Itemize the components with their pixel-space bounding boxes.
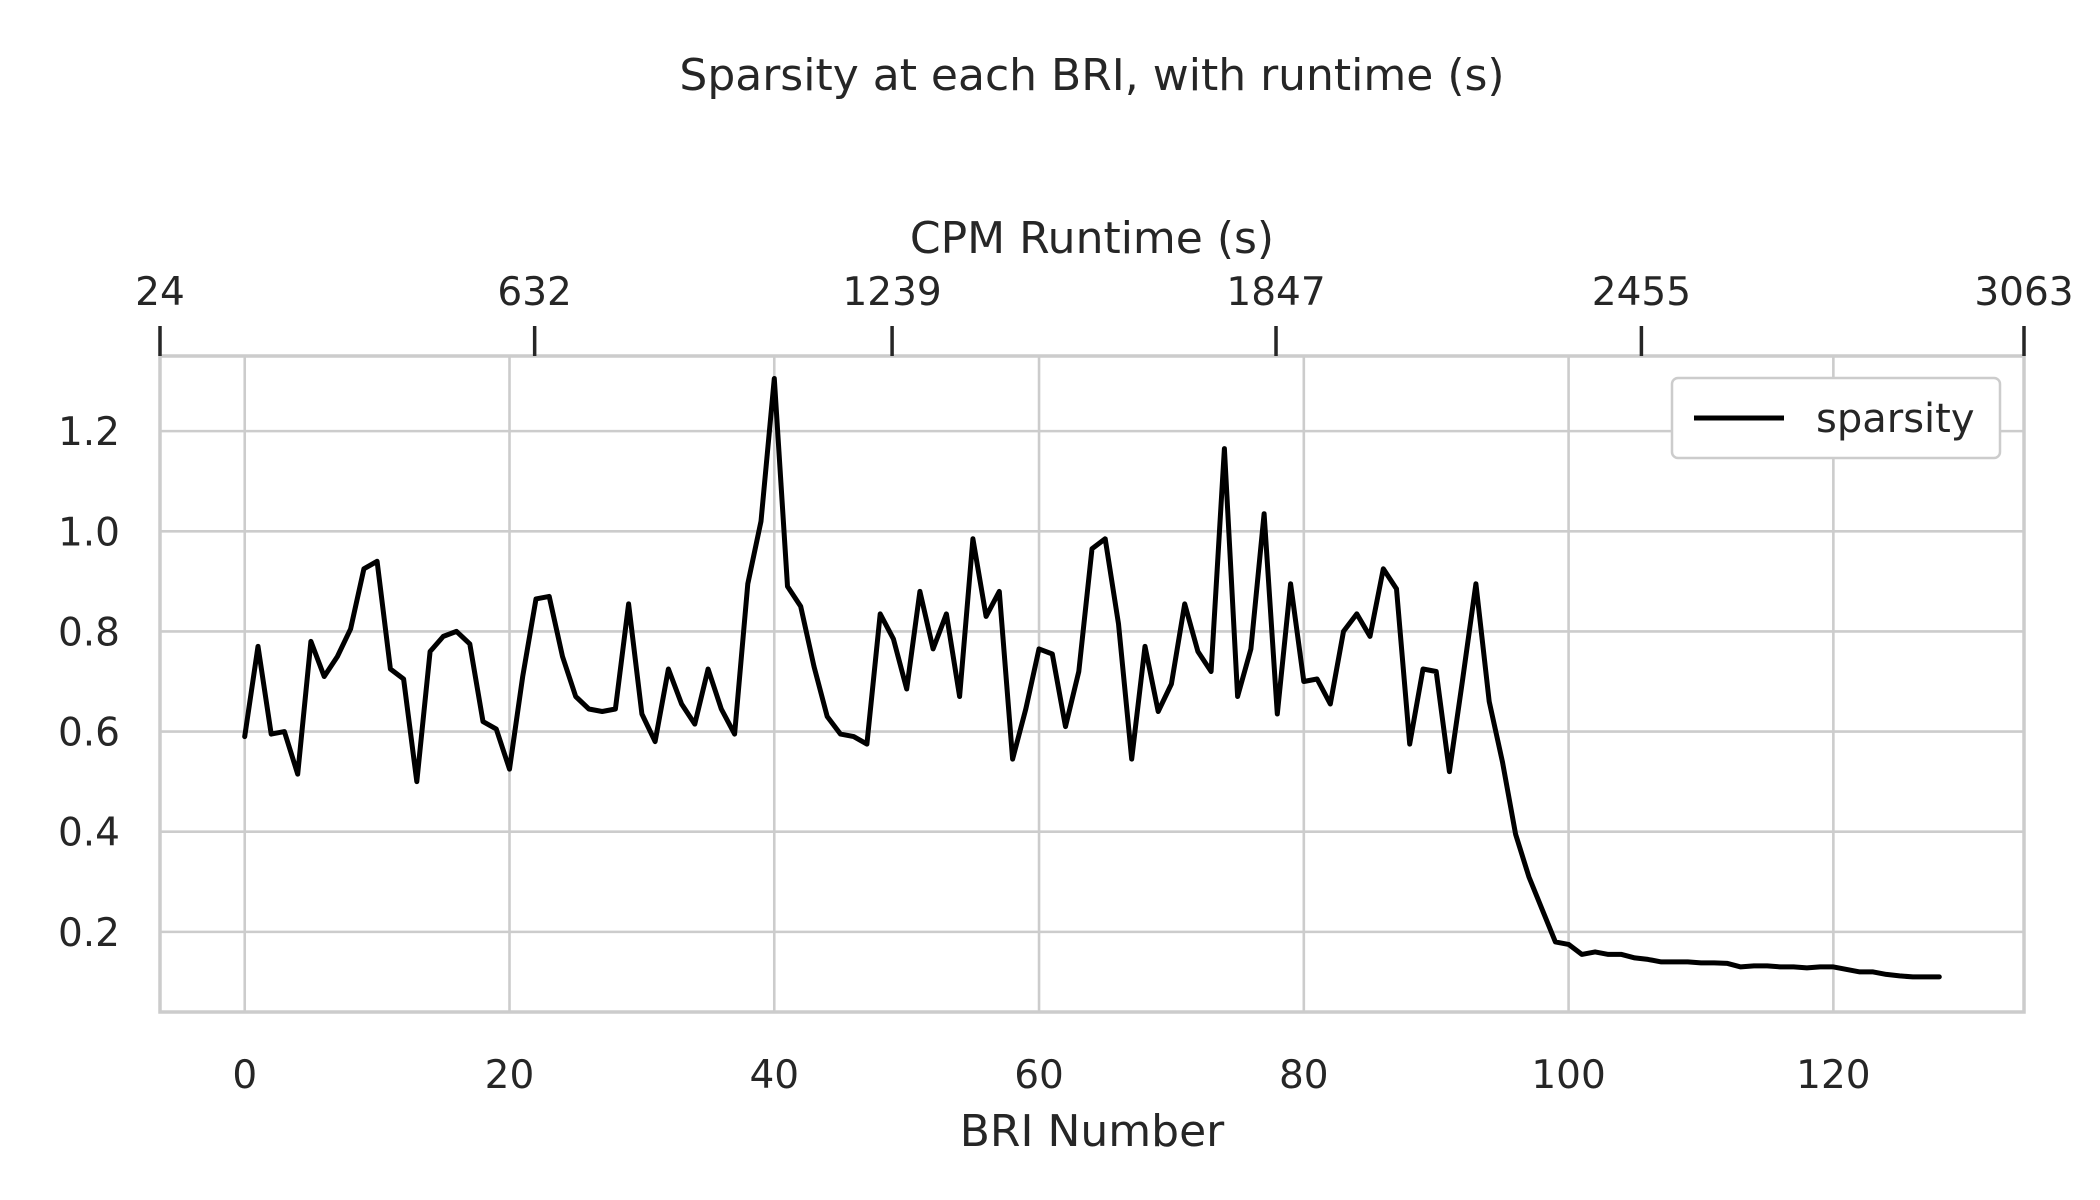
- legend-label: sparsity: [1816, 396, 1975, 442]
- tick-layer: 0 20 40 60 80 100 120 0.2 0.4 0.6 0.8 1.0 1.2 24 632 12…: [58, 270, 2074, 1098]
- plot-frame: [158, 354, 2026, 1014]
- x-tick-label: 40: [749, 1053, 799, 1098]
- top-tick-label: 2455: [1592, 270, 1691, 315]
- x-tick-label: 120: [1796, 1053, 1870, 1098]
- top-tick-label: 24: [135, 270, 185, 315]
- y-tick-label: 0.8: [58, 610, 120, 655]
- x-axis-label: BRI Number: [960, 1106, 1225, 1157]
- series-layer: [242, 376, 1942, 980]
- x-tick-label: 80: [1279, 1053, 1329, 1098]
- y-tick-label: 0.4: [58, 811, 120, 856]
- top-tick-label: 632: [497, 270, 571, 315]
- legend-box: [1670, 376, 2002, 460]
- series-line-sparsity: [242, 376, 1942, 980]
- x-tick-label: 100: [1531, 1053, 1605, 1098]
- top-tick-label: 1239: [842, 270, 941, 315]
- y-tick-label: 0.6: [58, 711, 120, 756]
- chart-title: Sparsity at each BRI, with runtime (s): [679, 50, 1504, 101]
- y-tick-label: 0.2: [58, 911, 120, 956]
- y-tick-label: 1.2: [58, 410, 120, 455]
- top-tick-label: 1847: [1226, 270, 1325, 315]
- x-tick-label: 20: [485, 1053, 535, 1098]
- legend: sparsity: [1670, 376, 2002, 460]
- top-tick-label: 3063: [1974, 270, 2073, 315]
- y-tick-label: 1.0: [58, 510, 120, 555]
- top-axis-label: CPM Runtime (s): [910, 213, 1274, 264]
- x-tick-label: 60: [1014, 1053, 1064, 1098]
- x-tick-label: 0: [232, 1053, 257, 1098]
